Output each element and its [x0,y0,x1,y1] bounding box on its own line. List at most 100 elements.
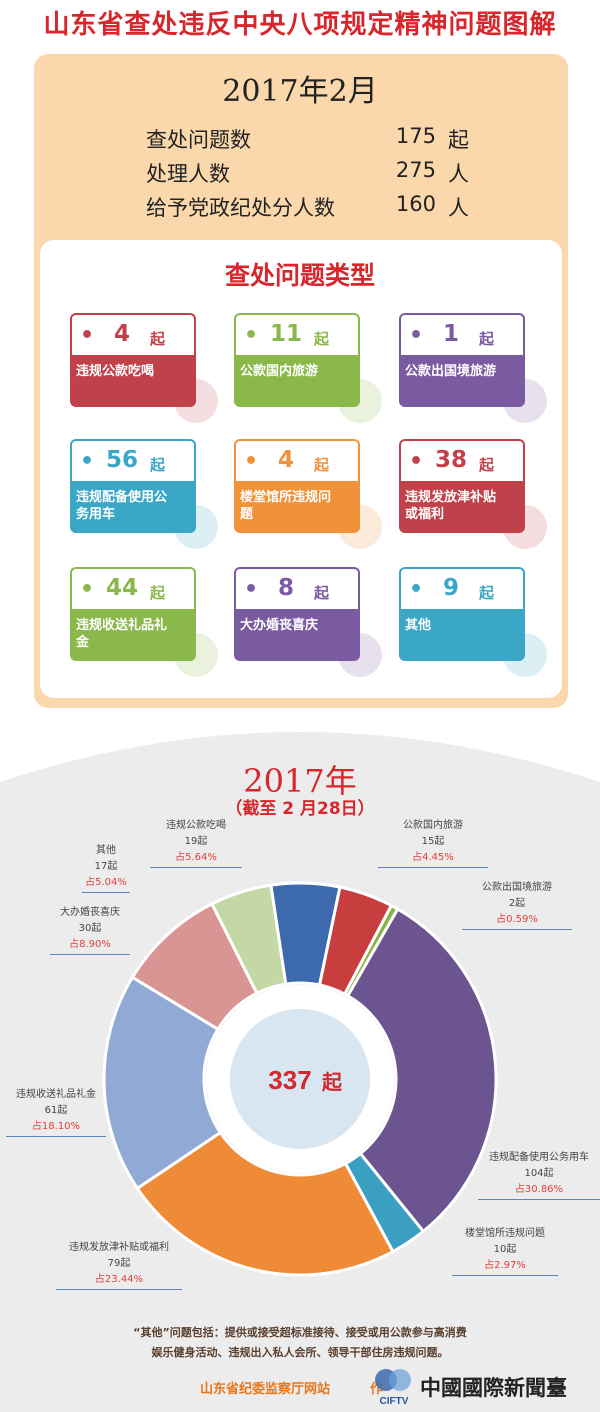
card-top: • 38 起 [399,439,525,483]
card-count: 38 [434,447,467,473]
slice-count: 61起 [44,1105,68,1116]
donut-slice [345,907,498,1234]
card-label: 楼堂馆所违规问题 [240,490,332,522]
card-count: 1 [442,321,459,347]
card-count: 56 [105,447,138,473]
card-unit: 起 [314,330,330,348]
leader-line [462,929,572,930]
slice-percent: 占0.59% [496,914,538,925]
card-label-box: 公款出国境旅游 [399,355,525,407]
card-unit: 起 [479,456,495,474]
slice-label: 公款出国境旅游 2起占0.59% [462,880,572,930]
type-card: • 38 起违规发放津补贴或福利 [399,439,547,549]
stat-label: 查处问题数 [146,128,251,152]
types-title: 查处问题类型 [224,261,375,290]
leader-line [478,1199,600,1200]
slice-count: 10起 [493,1244,517,1255]
type-card: • 1 起公款出国境旅游 [399,313,547,423]
card-top: • 56 起 [70,439,196,483]
stat-value: 175 [395,124,436,148]
slice-percent: 占18.10% [31,1121,81,1132]
footnote-line-2: 娱乐健身活动、违规出入私人会所、领导干部住房违规问题。 [151,1346,449,1359]
stat-label: 给予党政纪处分人数 [146,196,335,220]
slice-label: 其他 17起占5.04% [82,843,130,893]
slice-label: 公款国内旅游 15起 占4.45% [378,818,488,868]
slice-percent: 占4.45% [412,852,454,863]
page-title: 山东省查处违反中央八项规定精神问题图解 [43,10,557,40]
card-label: 大办婚丧喜庆 [240,618,319,633]
bullet-icon: • [244,323,259,348]
stat-unit: 人 [448,196,469,220]
slice-count: 2起 [508,898,526,909]
card-unit: 起 [150,584,166,602]
card-label-box: 违规收送礼品礼金 [70,609,196,661]
slice-name: 其他 [96,845,116,856]
slice-label: 楼堂馆所违规问题 10起 占2.97% [452,1226,558,1276]
card-count: 4 [277,447,294,473]
leader-line [150,867,242,868]
bullet-icon: • [80,323,95,348]
stat-value: 160 [395,192,436,216]
card-label-box: 违规发放津补贴或福利 [399,481,525,533]
stat-unit: 起 [448,128,469,152]
slice-percent: 占23.44% [94,1274,144,1285]
bullet-icon: • [409,449,424,474]
slice-name: 大办婚丧喜庆 [60,907,120,918]
type-card: • 4 起楼堂馆所违规问题 [234,439,382,549]
source-credit-text: 山东省纪委监察厅网站 [200,1382,331,1397]
slice-percent: 占30.86% [514,1184,564,1195]
card-count: 44 [105,575,138,601]
bullet-icon: • [244,449,259,474]
slice-percent: 占5.04% [85,877,127,888]
slice-percent: 占5.64% [175,852,217,863]
card-unit: 起 [314,456,330,474]
card-label: 违规发放津补贴或福利 [405,490,497,522]
card-count: 8 [277,575,294,601]
slice-label: 违规公款吃喝 19起 占5.64% [150,818,242,868]
slice-count: 17起 [94,861,118,872]
chart-subtitle: （截至 2 月28日） [225,799,375,819]
month-heading: 2017年2月 [222,74,378,109]
leader-line [378,867,488,868]
leader-line [6,1136,106,1137]
total-count: 337 [268,1065,311,1095]
card-count: 11 [269,321,302,347]
stat-row-issues: 查处问题数 175 起 [146,124,476,156]
card-unit: 起 [479,584,495,602]
slice-label: 大办婚丧喜庆 30起 占8.90% [50,905,130,955]
slice-name: 违规配备使用公务用车 [489,1152,589,1163]
leader-line [452,1275,558,1276]
total-unit: 起 [321,1070,343,1094]
slice-percent: 占2.97% [484,1260,526,1271]
card-label-box: 大办婚丧喜庆 [234,609,360,661]
card-label: 公款出国境旅游 [405,364,497,379]
stat-unit: 人 [448,162,469,186]
slice-name: 公款出国境旅游 [482,882,552,893]
card-count: 4 [113,321,130,347]
leader-line [50,954,130,955]
bullet-icon: • [409,577,424,602]
card-label: 违规配备使用公务用车 [76,490,168,522]
card-label-box: 楼堂馆所违规问题 [234,481,360,533]
card-label: 违规公款吃喝 [76,364,155,379]
type-card: • 4 起违规公款吃喝 [70,313,218,423]
source-credit: 山东省纪委监察厅网站作 [200,1378,383,1397]
card-top: • 8 起 [234,567,360,611]
type-card: • 8 起大办婚丧喜庆 [234,567,382,677]
card-top: • 4 起 [70,313,196,357]
bullet-icon: • [80,577,95,602]
stat-row-disciplined: 给予党政纪处分人数 160 人 [146,192,476,224]
donut-slice [209,883,288,996]
bullet-icon: • [80,449,95,474]
stat-value: 275 [395,158,436,182]
card-unit: 起 [314,584,330,602]
card-label: 其他 [405,618,432,633]
slice-name: 违规收送礼品礼金 [16,1089,96,1100]
slice-percent: 占8.90% [69,939,111,950]
footnote-line-1: “其他”问题包括：提供或接受超标准接待、接受或用公款参与高消费 [133,1326,467,1339]
card-top: • 1 起 [399,313,525,357]
card-unit: 起 [479,330,495,348]
slice-name: 公款国内旅游 [403,820,463,831]
card-unit: 起 [150,456,166,474]
